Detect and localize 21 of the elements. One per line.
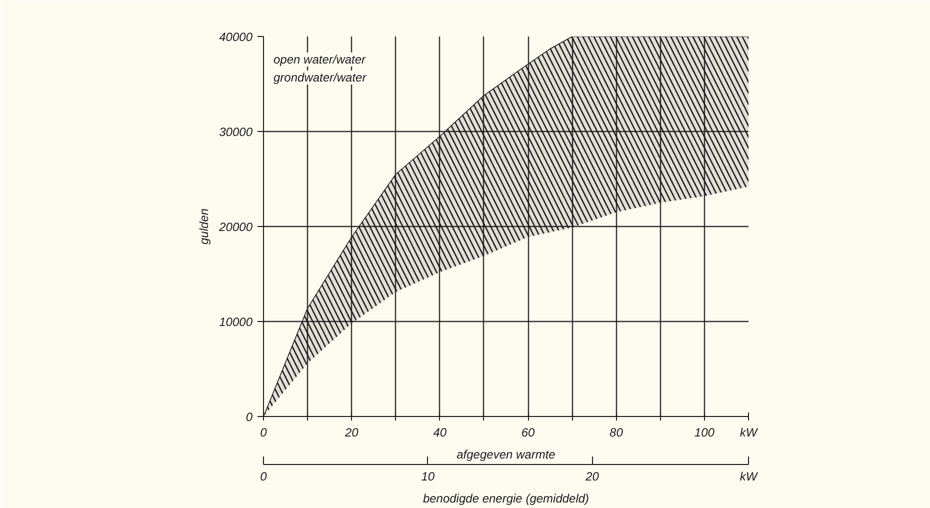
x2-tick-label: 20	[584, 470, 600, 484]
x-tick-label: 100	[694, 426, 715, 440]
annotation: grondwater/water	[274, 70, 368, 84]
x2-tick-label: kW	[740, 470, 759, 484]
x-tick-label: kW	[740, 426, 759, 440]
y-tick-label: 30000	[219, 125, 253, 139]
x2-axis-title: benodigde energie (gemiddeld)	[422, 492, 590, 506]
x-tick-label: 0	[260, 426, 268, 440]
x-tick-label: 80	[610, 426, 624, 440]
y-tick-label: 10000	[219, 315, 253, 329]
x-axis-title: afgegeven warmte	[456, 448, 556, 462]
annotation: open water/water	[274, 52, 367, 66]
y-tick-label: 0	[246, 410, 253, 424]
y-axis-title: gulden	[197, 208, 212, 245]
y-tick-label: 40000	[219, 30, 253, 44]
x-tick-label: 20	[344, 426, 359, 440]
x2-tick-label: 0	[260, 470, 268, 484]
y-tick-label: 20000	[218, 220, 253, 234]
x2-tick-label: 10	[421, 470, 435, 484]
x-tick-label: 40	[433, 426, 447, 440]
x-tick-label: 60	[521, 426, 536, 440]
